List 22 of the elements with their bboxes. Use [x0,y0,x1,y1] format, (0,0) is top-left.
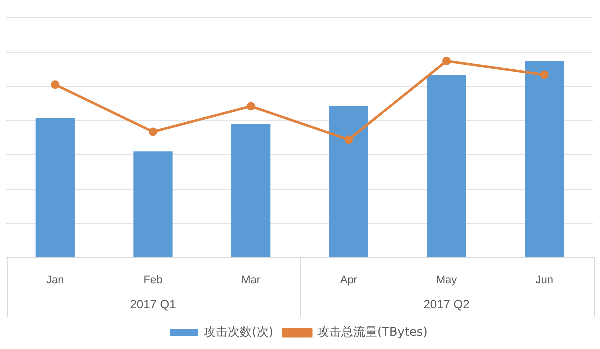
point [344,136,354,144]
x-tick-label: May [436,274,458,286]
text: 2017 Q2 [424,297,470,312]
point [540,70,549,80]
bar [525,61,564,258]
bar [232,124,271,258]
point [246,102,256,111]
bar [329,106,368,258]
legend-label: 攻击次数(次) [204,325,274,340]
x-tick-label: Apr [340,274,358,286]
text: 2017 Q1 [130,297,177,312]
x-tick-label: Jan [46,274,64,286]
bar [36,118,75,258]
bar [427,75,466,258]
bar [134,152,173,258]
x-tick-label: Feb [144,274,163,286]
legend-label: 攻击总流量(TBytes) [318,325,428,340]
point [51,80,60,90]
point [442,56,451,66]
x-tick-label: Jun [536,274,554,286]
x-tick-label: Mar [242,274,261,286]
point [149,128,158,136]
